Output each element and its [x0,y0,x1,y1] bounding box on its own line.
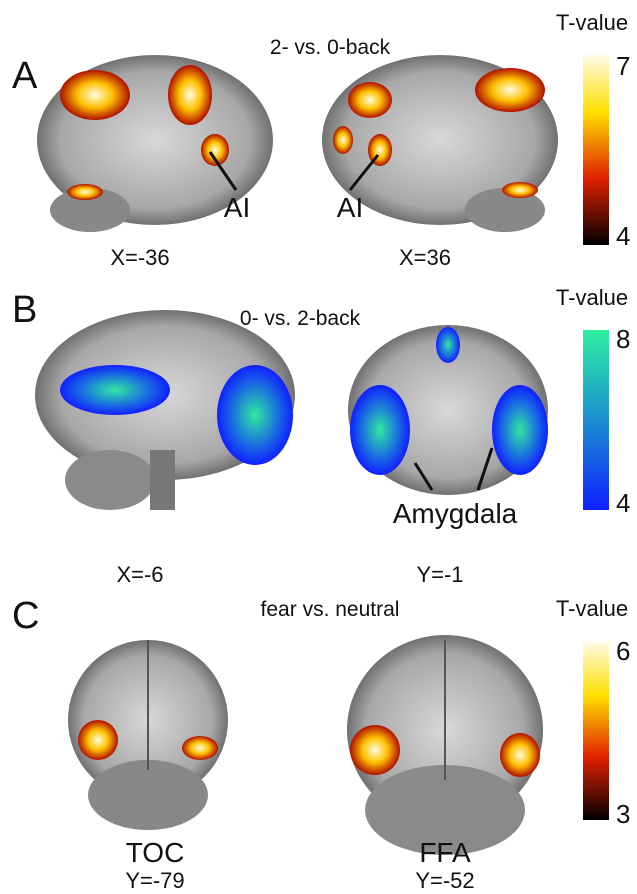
brain-image [35,310,295,510]
brain-image [348,325,548,495]
coordinate: X=-36 [110,245,169,270]
colorbar-min: 4 [616,488,630,518]
panel-a: A 2- vs. 0-back AI AI X=-36 X=36 T-value… [12,10,630,270]
region-label: TOC [126,837,185,868]
panel-label: B [12,289,37,331]
coordinate: Y=-79 [125,868,184,893]
colorbar-title: T-value [556,285,628,310]
colorbar [583,642,609,820]
panel-b: B 0- vs. 2-back Amygdala X=-6 Y=-1 T-val… [12,285,630,587]
coordinate: Y=-52 [415,868,474,893]
colorbar-title: T-value [556,596,628,621]
coordinate: X=36 [399,245,451,270]
region-label: FFA [419,837,471,868]
colorbar-min: 4 [616,221,630,251]
brain-image [68,640,228,830]
region-label: AI [224,192,250,223]
panel-title: fear vs. neutral [261,598,400,621]
panel-title: 2- vs. 0-back [270,36,391,59]
coordinate: Y=-1 [416,562,463,587]
colorbar [583,330,609,510]
colorbar-title: T-value [556,10,628,35]
coordinate: X=-6 [116,562,163,587]
panel-label: C [12,595,39,637]
colorbar [583,55,609,245]
colorbar-max: 6 [616,636,630,666]
panel-c: C fear vs. neutral TOC FFA Y=-79 Y=-52 T… [12,595,630,893]
panel-title: 0- vs. 2-back [240,307,361,330]
figure: A 2- vs. 0-back AI AI X=-36 X=36 T-value… [0,0,637,894]
brain-image [347,635,543,855]
region-label: AI [337,192,363,223]
panel-label: A [12,55,38,97]
colorbar-max: 7 [616,51,630,81]
colorbar-min: 3 [616,799,630,829]
colorbar-max: 8 [616,324,630,354]
region-label: Amygdala [393,498,518,529]
